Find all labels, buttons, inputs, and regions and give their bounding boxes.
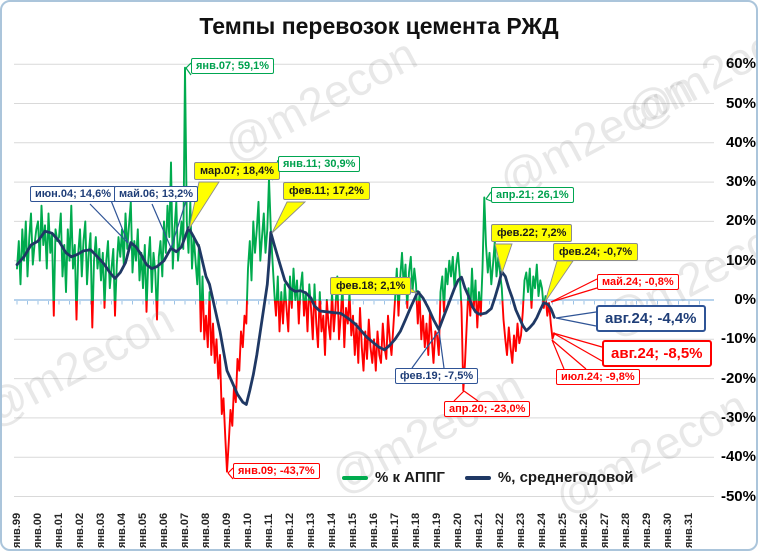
x-axis-tick: янв.14 bbox=[326, 512, 338, 548]
legend-label-average: %, среднегодовой bbox=[497, 469, 634, 486]
x-axis-tick: янв.05 bbox=[137, 512, 149, 548]
y-axis-tick: 60% bbox=[725, 55, 756, 73]
x-axis-tick: янв.08 bbox=[200, 512, 212, 548]
x-axis-tick: янв.13 bbox=[305, 512, 317, 548]
x-axis-tick: янв.18 bbox=[410, 512, 422, 548]
callout-jul24: июл.24; -9,8% bbox=[556, 369, 640, 385]
callout-leader-feb19 bbox=[438, 330, 445, 369]
callout-jan07: янв.07; 59,1% bbox=[191, 58, 275, 74]
callout-apr21: апр.21; 26,1% bbox=[491, 187, 574, 203]
x-axis-tick: янв.03 bbox=[95, 512, 107, 548]
y-axis-tick: 20% bbox=[725, 212, 756, 230]
x-axis-tick: янв.02 bbox=[74, 512, 86, 548]
callout-leader-may06 bbox=[170, 200, 187, 249]
callout-leader-apr21 bbox=[485, 191, 492, 200]
y-axis-tick: -50% bbox=[720, 487, 756, 505]
x-axis-tick: янв.07 bbox=[179, 512, 191, 548]
y-axis-tick: 50% bbox=[725, 94, 756, 112]
legend: % к АППГ %, среднегодовой bbox=[342, 469, 633, 486]
x-axis-tick: янв.31 bbox=[683, 512, 695, 548]
y-axis-tick: -30% bbox=[720, 408, 756, 426]
callout-leader-jan07 bbox=[185, 62, 192, 69]
legend-swatch-average bbox=[464, 475, 491, 480]
x-axis-tick: янв.00 bbox=[32, 512, 44, 548]
callout-leader-feb19 bbox=[411, 330, 440, 369]
callout-leader-aug24avg bbox=[555, 317, 597, 327]
y-axis-tick: 10% bbox=[725, 251, 756, 269]
callout-leader-aug24yoy bbox=[552, 332, 603, 348]
y-axis-tick: -20% bbox=[720, 369, 756, 387]
legend-label-yoy: % к АППГ bbox=[375, 469, 445, 486]
x-axis-tick: янв.04 bbox=[116, 512, 128, 548]
callout-leader-aug24yoy bbox=[552, 332, 603, 362]
x-axis-tick: янв.16 bbox=[368, 512, 380, 548]
y-axis-tick: 30% bbox=[725, 173, 756, 191]
y-axis-tick: 40% bbox=[725, 133, 756, 151]
callout-feb22: фев.22; 7,2% bbox=[491, 224, 573, 242]
x-axis-tick: янв.09 bbox=[221, 512, 233, 548]
x-axis-tick: янв.30 bbox=[662, 512, 674, 548]
x-axis-tick: янв.25 bbox=[557, 512, 569, 548]
x-axis-tick: янв.24 bbox=[536, 512, 548, 548]
y-axis-tick: -10% bbox=[720, 330, 756, 348]
legend-item-average: %, среднегодовой bbox=[464, 469, 634, 486]
callout-aug24avg: авг.24; -4,4% bbox=[596, 305, 706, 332]
x-axis-tick: янв.21 bbox=[473, 512, 485, 548]
callout-leader-jan07 bbox=[185, 67, 192, 76]
x-axis-tick: янв.12 bbox=[284, 512, 296, 548]
x-axis-tick: янв.23 bbox=[515, 512, 527, 548]
x-axis-tick: янв.22 bbox=[494, 512, 506, 548]
callout-feb11: фев.11; 17,2% bbox=[283, 182, 370, 200]
callout-leader-may24 bbox=[550, 287, 598, 303]
callout-jan11: янв.11; 30,9% bbox=[278, 156, 361, 172]
callout-jun04: июн.04; 14,6% bbox=[30, 186, 117, 202]
callout-leader-jul24 bbox=[551, 339, 587, 370]
x-axis-tick: янв.15 bbox=[347, 512, 359, 548]
legend-swatch-yoy bbox=[342, 475, 368, 480]
callout-leader-jun04 bbox=[109, 197, 129, 244]
series-average bbox=[15, 226, 556, 406]
callout-may06: май.06; 13,2% bbox=[114, 186, 199, 202]
x-axis-tick: янв.17 bbox=[389, 512, 401, 548]
callout-may24: май.24; -0,8% bbox=[597, 274, 679, 290]
callout-feb18: фев.18; 2,1% bbox=[330, 277, 412, 295]
x-axis-tick: янв.11 bbox=[263, 513, 275, 548]
x-axis-tick: янв.29 bbox=[641, 512, 653, 548]
callout-leader-jul24 bbox=[551, 339, 565, 370]
callout-leader-apr20 bbox=[453, 390, 465, 402]
callout-wedge-feb11 bbox=[271, 201, 307, 234]
callout-leader-apr21 bbox=[485, 198, 492, 202]
callout-feb19: фев.19; -7,5% bbox=[395, 368, 479, 384]
x-axis-tick: янв.28 bbox=[620, 512, 632, 548]
x-axis-tick: янв.01 bbox=[53, 512, 65, 548]
callout-aug24yoy: авг.24; -8,5% bbox=[602, 340, 712, 367]
legend-item-yoy: % к АППГ bbox=[342, 469, 445, 486]
callout-leader-apr20 bbox=[463, 390, 479, 402]
series-yoy-negative bbox=[52, 299, 556, 473]
x-axis-tick: янв.19 bbox=[431, 512, 443, 548]
x-axis-tick: янв.99 bbox=[11, 512, 23, 548]
x-axis-tick: янв.26 bbox=[578, 512, 590, 548]
callout-feb24: фев.24; -0,7% bbox=[553, 243, 639, 261]
y-axis-tick: 0% bbox=[734, 291, 756, 308]
callout-leader-jun04 bbox=[89, 203, 129, 244]
callout-leader-aug24avg bbox=[555, 311, 597, 319]
callout-leader-may24 bbox=[550, 278, 598, 303]
x-axis-tick: янв.06 bbox=[158, 512, 170, 548]
x-axis-tick: янв.20 bbox=[452, 512, 464, 548]
callout-mar07: мар.07; 18,4% bbox=[194, 162, 281, 180]
x-axis-tick: янв.27 bbox=[599, 512, 611, 548]
chart-title: Темпы перевозок цемента РЖД bbox=[199, 13, 559, 39]
callout-wedge-feb24 bbox=[544, 260, 574, 303]
callout-jan09: янв.09; -43,7% bbox=[233, 463, 320, 479]
y-axis-tick: -40% bbox=[720, 448, 756, 466]
callout-leader-jan09 bbox=[227, 467, 234, 474]
callout-leader-jan09 bbox=[227, 472, 234, 480]
callout-wedge-feb22 bbox=[494, 243, 513, 275]
callout-apr20: апр.20; -23,0% bbox=[444, 401, 531, 417]
x-axis-tick: янв.10 bbox=[242, 512, 254, 548]
callout-leader-may06 bbox=[151, 203, 172, 249]
